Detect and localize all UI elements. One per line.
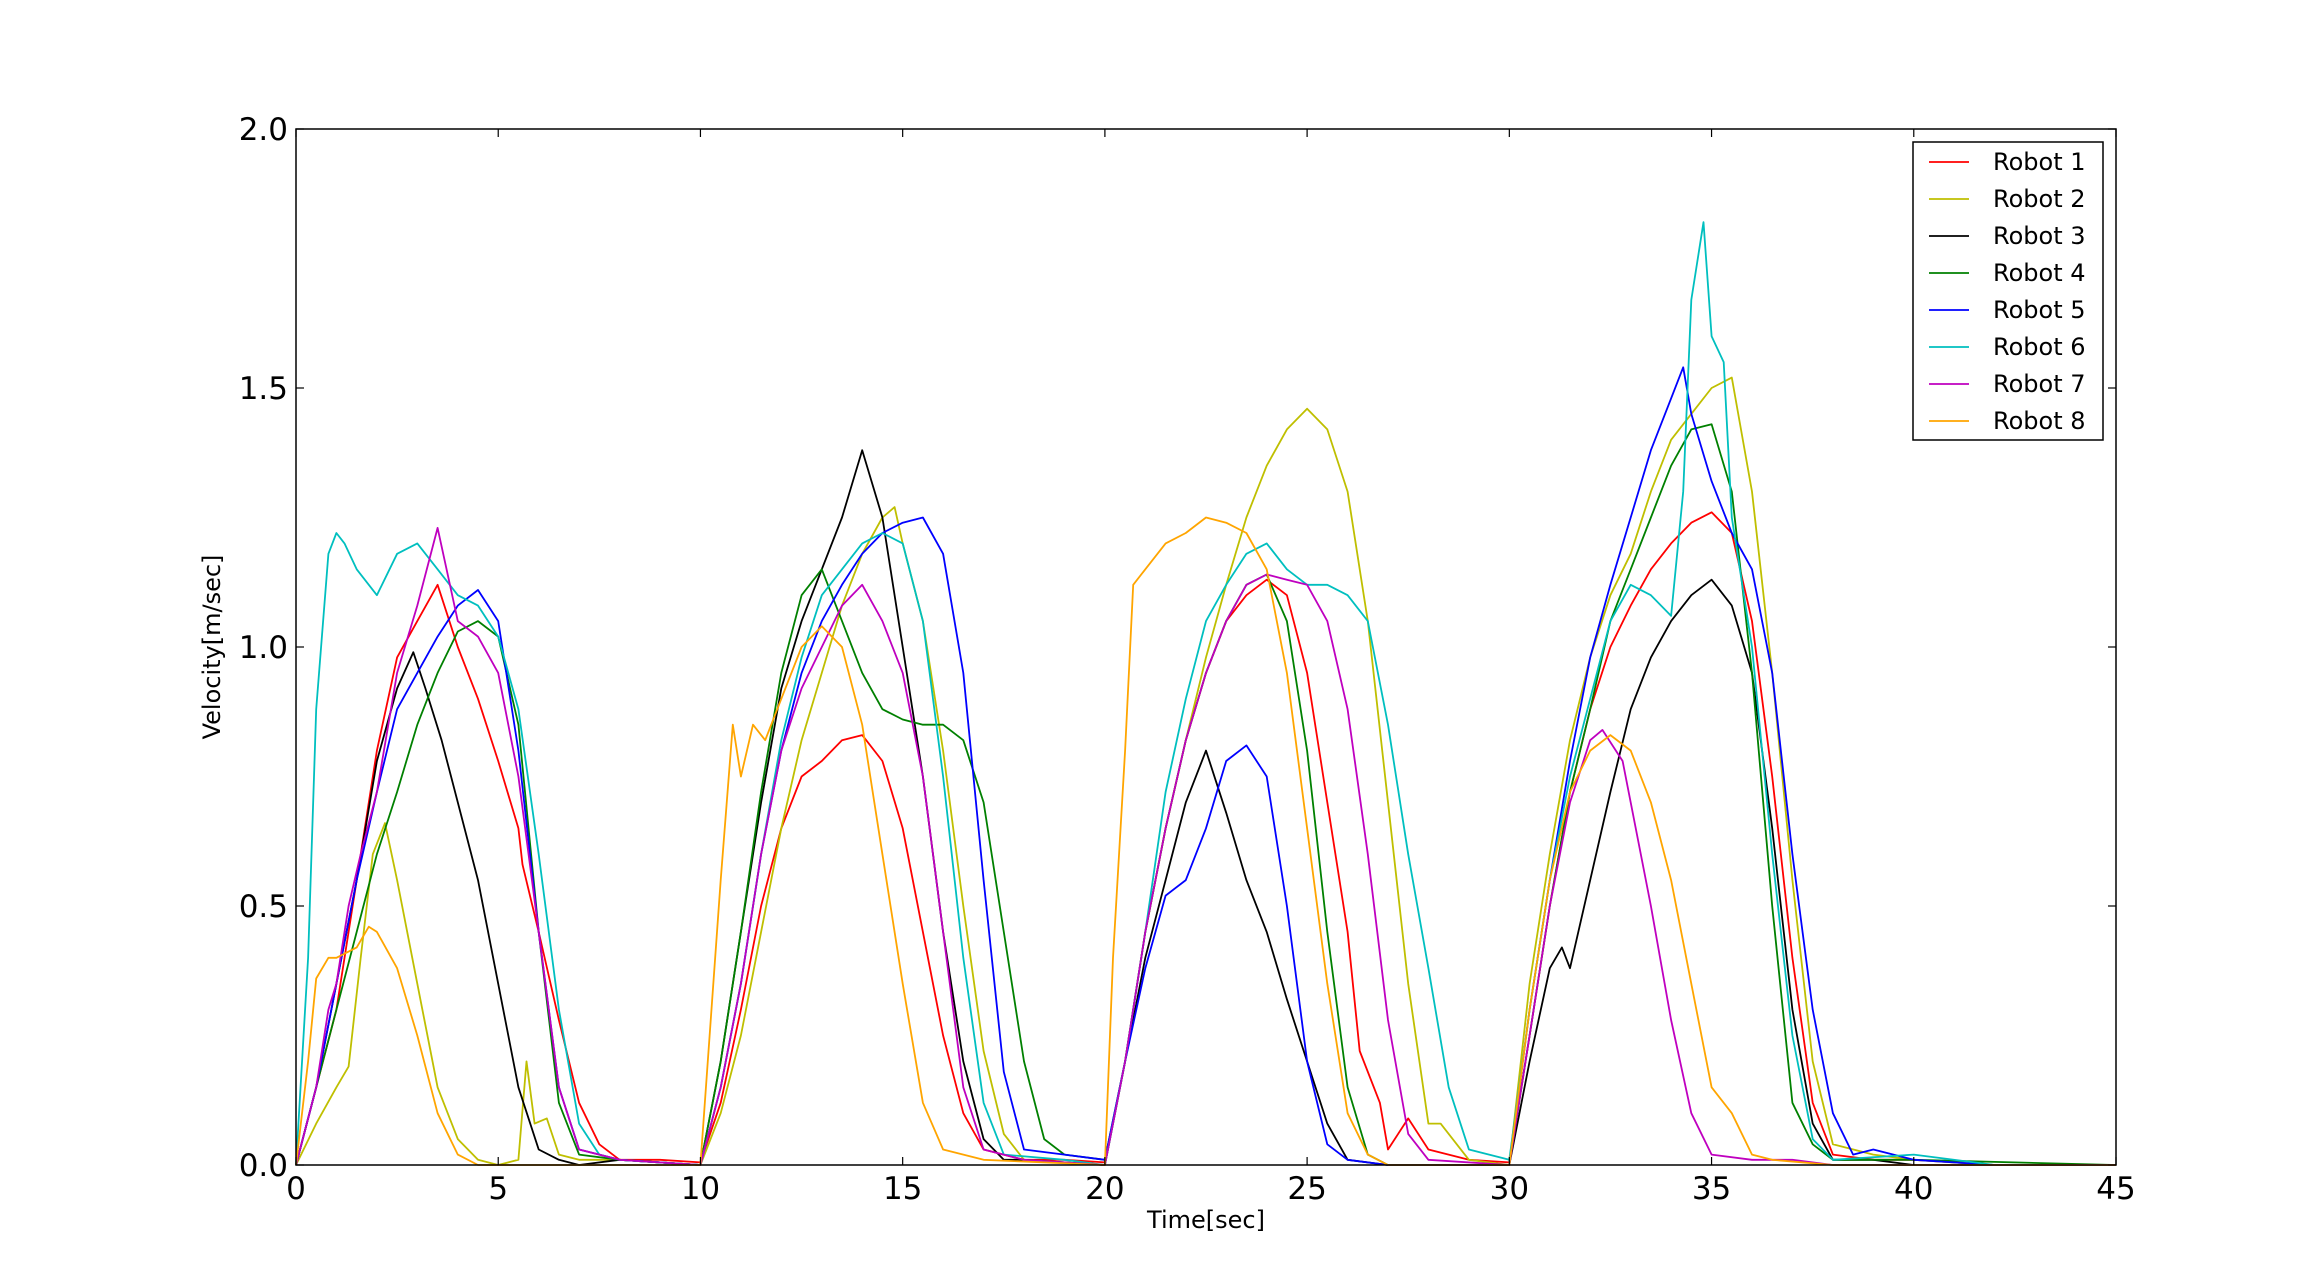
x-tick-label: 30 <box>1490 1171 1529 1207</box>
x-tick-label: 10 <box>681 1171 720 1207</box>
x-tick-label: 40 <box>1894 1171 1933 1207</box>
y-tick-label: 2.0 <box>239 112 288 148</box>
tick-layer: 0 5 10 15 20 25 30 35 40 45 0.0 0.5 1.0 1.5 2.0 <box>239 112 2136 1207</box>
legend-label-robot-1: Robot 1 <box>1993 148 2086 176</box>
x-tick-label: 0 <box>286 1171 306 1207</box>
legend-label-robot-2: Robot 2 <box>1993 185 2086 213</box>
x-axis-label: Time[sec] <box>1146 1206 1265 1234</box>
x-tick-label: 45 <box>2096 1171 2135 1207</box>
legend: Robot 1 Robot 2 Robot 3 Robot 4 Robot 5 Robot… <box>1912 141 2104 441</box>
legend-box <box>1912 141 2104 441</box>
legend-label-robot-4: Robot 4 <box>1993 259 2086 287</box>
y-tick-label: 1.0 <box>239 630 288 666</box>
series-line-robot-7 <box>295 527 2116 1166</box>
x-tick-label: 35 <box>1692 1171 1731 1207</box>
x-tick-label: 25 <box>1287 1171 1326 1207</box>
y-tick-label: 0.0 <box>239 1148 288 1184</box>
legend-label-robot-6: Robot 6 <box>1993 333 2086 361</box>
x-tick-label: 20 <box>1085 1171 1124 1207</box>
y-axis-label: Velocity[m/sec] <box>198 555 226 740</box>
x-tick-label: 5 <box>488 1171 508 1207</box>
legend-label-robot-7: Robot 7 <box>1993 370 2086 398</box>
legend-label-robot-3: Robot 3 <box>1993 222 2086 250</box>
x-tick-label: 15 <box>883 1171 922 1207</box>
legend-label-robot-8: Robot 8 <box>1993 407 2086 435</box>
y-tick-label: 0.5 <box>239 889 288 925</box>
y-tick-label: 1.5 <box>239 371 288 407</box>
legend-label-robot-5: Robot 5 <box>1993 296 2086 324</box>
series-line-robot-8 <box>295 516 2116 1166</box>
